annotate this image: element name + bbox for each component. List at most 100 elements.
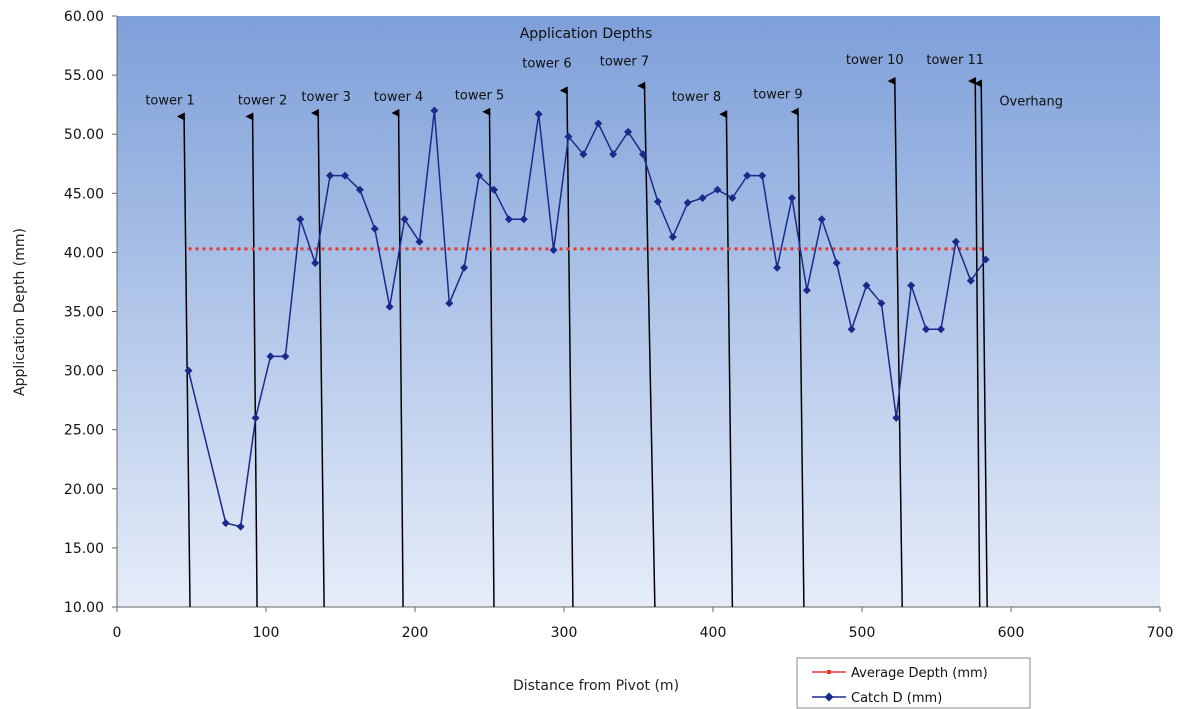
catch-d-point	[579, 150, 588, 159]
catch-d-point	[713, 185, 722, 194]
catch-d-point	[966, 276, 975, 285]
tower-arrow	[559, 86, 574, 608]
catch-d-point	[817, 215, 826, 224]
catch-d-point	[184, 366, 193, 375]
y-tick-label: 60.00	[64, 9, 104, 25]
y-tick-label: 25.00	[64, 423, 104, 439]
catch-d-point	[266, 352, 275, 361]
tower-label: tower 8	[672, 90, 721, 105]
chart-title: Application Depths	[520, 26, 653, 42]
tower-arrow	[637, 81, 656, 608]
x-tick-label: 0	[113, 625, 122, 641]
catch-d-point	[281, 352, 290, 361]
x-tick-label: 500	[849, 625, 876, 641]
catch-d-point	[668, 233, 677, 242]
y-tick-label: 15.00	[64, 541, 104, 557]
x-tick-label: 600	[998, 625, 1025, 641]
legend: Average Depth (mm) Catch D (mm)	[796, 657, 1031, 709]
catch-d-point	[296, 215, 305, 224]
tower-label: tower 6	[522, 56, 571, 71]
catch-d-point	[489, 185, 498, 194]
catch-d-point	[564, 132, 573, 141]
catch-d-point	[519, 215, 528, 224]
catch-d-point	[907, 281, 916, 290]
tower-arrow	[391, 108, 404, 608]
catch-d-point	[922, 325, 931, 334]
y-tick-label: 20.00	[64, 482, 104, 498]
tower-label: tower 4	[374, 90, 423, 105]
catch-d-point	[936, 325, 945, 334]
catch-d-point	[624, 127, 633, 136]
series-layer	[184, 106, 990, 531]
catch-d-point	[504, 215, 513, 224]
catch-d-point	[311, 259, 320, 268]
y-axis-label: Application Depth (mm)	[12, 228, 28, 396]
catch-d-point	[653, 197, 662, 206]
tower-label: tower 5	[455, 89, 504, 104]
catch-d-point	[981, 255, 990, 264]
legend-label-average-depth: Average Depth (mm)	[851, 666, 988, 681]
catch-d-point	[355, 185, 364, 194]
catch-d-point	[862, 281, 871, 290]
tower-label: tower 9	[753, 88, 802, 103]
catch-d-point	[787, 194, 796, 203]
catch-d-point	[773, 263, 782, 272]
y-axis-ticks: 10.00 15.00 20.00 25.00 30.00 35.00 40.00 45.00…	[64, 9, 117, 616]
catch-d-point	[877, 299, 886, 308]
tower-label: tower 11	[926, 53, 984, 68]
tower-arrow	[974, 79, 988, 608]
catch-d-point	[340, 171, 349, 180]
tower-label: tower 1	[145, 93, 194, 108]
tower-label: tower 7	[600, 55, 649, 70]
catch-d-point	[728, 194, 737, 203]
catch-d-point	[847, 325, 856, 334]
tower-arrow	[245, 112, 258, 608]
catch-d-point	[758, 171, 767, 180]
y-tick-label: 50.00	[64, 127, 104, 143]
catch-d-point	[743, 171, 752, 180]
catch-d-point	[430, 106, 439, 115]
catch-d-point	[802, 286, 811, 295]
tower-label: tower 3	[301, 90, 350, 105]
catch-d-point	[475, 171, 484, 180]
catch-d-point	[832, 259, 841, 268]
y-tick-label: 45.00	[64, 186, 104, 202]
catch-d-point	[609, 150, 618, 159]
tower-arrow	[790, 107, 805, 608]
tower-label: tower 10	[846, 53, 904, 68]
tower-arrow	[176, 112, 191, 608]
catch-d-point	[400, 215, 409, 224]
tower-arrow	[968, 77, 981, 608]
catch-d-point	[460, 263, 469, 272]
y-tick-label: 40.00	[64, 245, 104, 261]
catch-d-point	[385, 302, 394, 311]
tower-label: tower 2	[238, 93, 287, 108]
tower-arrow	[482, 107, 495, 608]
y-tick-label: 35.00	[64, 305, 104, 321]
x-tick-label: 400	[700, 625, 727, 641]
legend-label-catch-d: Catch D (mm)	[851, 691, 942, 706]
catch-d-point	[326, 171, 335, 180]
catch-d-point	[892, 413, 901, 422]
x-axis-ticks: 0 100 200 300 400 500 600 700	[113, 607, 1173, 641]
catch-d-point	[698, 194, 707, 203]
catch-d-point	[951, 237, 960, 246]
x-tick-label: 100	[253, 625, 280, 641]
y-tick-label: 55.00	[64, 68, 104, 84]
catch-d-point	[415, 237, 424, 246]
catch-d-point	[638, 150, 647, 159]
legend-marker-catch-d	[824, 692, 834, 702]
tower-arrow	[887, 76, 903, 608]
x-tick-label: 300	[551, 625, 578, 641]
catch-d-point	[251, 413, 260, 422]
catch-d-point	[236, 522, 245, 531]
catch-d-point	[370, 224, 379, 233]
catch-d-point	[594, 119, 603, 128]
tower-arrow	[719, 110, 734, 608]
catch-d-point	[534, 110, 543, 119]
catch-d-point	[445, 299, 454, 308]
tower-label: Overhang	[999, 94, 1063, 109]
y-tick-label: 30.00	[64, 364, 104, 380]
x-axis-label: Distance from Pivot (m)	[513, 678, 679, 694]
